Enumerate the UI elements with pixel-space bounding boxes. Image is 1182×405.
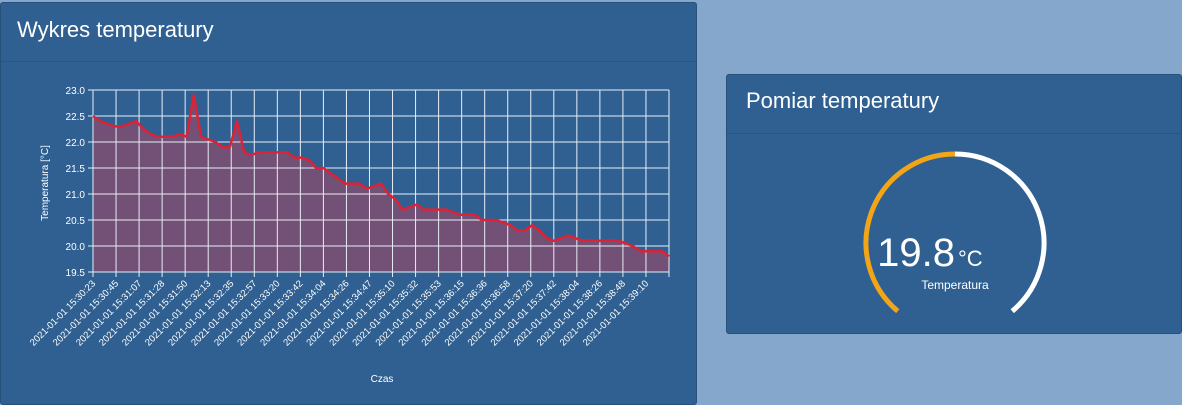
y-tick-label: 21.0 — [66, 190, 86, 201]
gauge-fill — [863, 151, 956, 314]
gauge-value: 19.8 — [877, 231, 955, 275]
y-tick-label: 20.5 — [66, 216, 86, 227]
y-tick-label: 21.5 — [66, 164, 86, 175]
y-axis-label: Temperatura [°C] — [40, 145, 51, 221]
chart-grid — [88, 89, 670, 277]
x-axis-label: Czas — [371, 374, 394, 385]
y-tick-label: 23.0 — [66, 86, 86, 97]
y-tick-label: 19.5 — [66, 268, 86, 279]
gauge-track — [954, 151, 1047, 314]
temperature-chart: 19.5 20.0 20.5 21.0 21.5 22.0 22.5 23.0 2021-01… — [28, 86, 670, 385]
y-tick-label: 22.5 — [66, 112, 86, 123]
temperature-gauge: 19.8 °C Temperatura — [863, 151, 1047, 314]
temperature-line — [92, 93, 670, 258]
chart-panel: Wykres temperatury 19.5 20.0 20.5 21.0 21.5 2… — [0, 2, 697, 405]
gauge-label: Temperatura — [921, 278, 989, 292]
y-tick-label: 22.0 — [66, 138, 86, 149]
y-axis-ticks: 19.5 20.0 20.5 21.0 21.5 22.0 22.5 23.0 — [66, 86, 86, 279]
gauge-panel: Pomiar temperatury 19.8 °C Temperatura — [726, 74, 1182, 334]
y-tick-label: 20.0 — [66, 242, 86, 253]
gauge-panel-title: Pomiar temperatury — [727, 75, 1181, 134]
gauge-unit: °C — [958, 246, 983, 271]
chart-panel-title: Wykres temperatury — [1, 3, 696, 62]
